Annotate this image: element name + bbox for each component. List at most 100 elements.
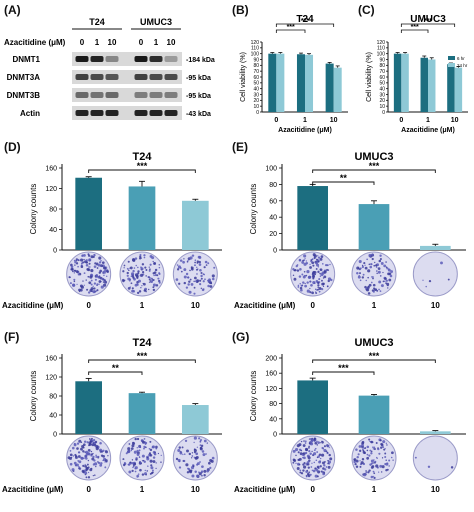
y-tick-label: 80: [269, 401, 277, 408]
colony-dot: [135, 458, 138, 461]
y-tick-label: 0: [256, 110, 259, 116]
colony-dot: [207, 262, 210, 265]
colony-dot: [305, 262, 309, 265]
colony-dot: [203, 439, 207, 443]
colony-dot: [103, 266, 107, 270]
y-tick-label: 20: [269, 231, 277, 238]
colony-dot: [313, 449, 316, 451]
colony-dot: [83, 284, 85, 286]
colony-dot: [130, 275, 133, 278]
colony-dot: [191, 452, 194, 454]
colony-dot: [148, 266, 150, 268]
colony-dot: [199, 446, 203, 450]
colony-dot: [292, 274, 295, 277]
colony-dot: [106, 275, 108, 278]
colony-dot: [126, 274, 129, 277]
colony-dot: [353, 459, 356, 461]
colony-dot: [93, 265, 97, 268]
y-tick-label: 40: [253, 86, 259, 92]
colony-dot: [387, 272, 390, 276]
colony-dot: [366, 445, 370, 449]
dose-label: 0: [310, 301, 315, 310]
colony-dot: [317, 288, 319, 291]
dose-label: 10: [191, 301, 200, 310]
colony-dot: [316, 444, 319, 446]
colony-dot: [362, 273, 365, 276]
colony-dot: [317, 270, 320, 273]
blot-dose-label: 1: [95, 38, 100, 47]
colony-dot: [139, 253, 142, 257]
colony-dot: [195, 280, 198, 283]
colony-dot: [374, 460, 377, 463]
colony-dot: [370, 475, 374, 479]
colony-dot: [303, 270, 306, 273]
colony-dot: [80, 265, 84, 269]
colony-dot: [366, 449, 369, 452]
colony-dot: [188, 290, 192, 294]
colony-dot: [88, 259, 91, 262]
y-tick-label: 30: [253, 92, 259, 98]
colony-dot: [144, 469, 146, 472]
colony-dot: [149, 459, 153, 463]
colony-dot: [181, 446, 184, 449]
colony-dot: [149, 268, 151, 271]
colony-dot: [312, 469, 316, 473]
colony-dot: [298, 443, 302, 447]
colony-dot: [359, 465, 362, 468]
colony-dot: [131, 289, 134, 293]
colony-dot: [356, 455, 359, 459]
y-tick-label: 110: [377, 46, 385, 52]
y-tick-label: 50: [253, 81, 259, 87]
colony-dot: [82, 261, 85, 264]
colony-dot: [376, 289, 379, 292]
colony-dot: [382, 446, 385, 449]
colony-dot: [138, 449, 141, 452]
colony-dot: [384, 448, 386, 450]
colony-dot: [299, 267, 302, 271]
blot-protein-label: Actin: [20, 109, 40, 118]
colony-dot: [104, 461, 106, 463]
colony-dot: [140, 439, 144, 442]
blot-dose-label: 0: [80, 38, 85, 47]
y-tick-label: 160: [265, 371, 277, 378]
colony-dot: [107, 455, 109, 457]
colony-dot: [88, 438, 91, 440]
colony-dot: [77, 259, 80, 262]
colony-dot: [193, 436, 197, 440]
colony-dot: [380, 446, 383, 449]
colony-dot: [300, 449, 303, 452]
colony-dot: [363, 473, 367, 477]
significance-label: ***: [411, 24, 419, 31]
colony-dot: [92, 455, 95, 458]
colony-dot: [175, 278, 179, 281]
colony-dot: [322, 277, 325, 279]
dose-label: 10: [431, 485, 440, 494]
colony-dot: [372, 277, 374, 280]
colony-dot: [390, 456, 393, 459]
colony-dot: [383, 448, 386, 451]
colony-dot: [85, 457, 88, 460]
colony-dot: [296, 264, 299, 266]
colony-dot: [313, 461, 316, 464]
colony-dot: [79, 288, 83, 292]
colony-dot: [198, 437, 201, 440]
panel-label-b: (B): [232, 3, 249, 17]
colony-dot: [361, 265, 365, 269]
colony-dot: [178, 446, 182, 449]
bar: [358, 395, 390, 434]
colony-dot: [136, 447, 138, 449]
colony-dot: [182, 453, 184, 456]
colony-dot: [153, 271, 157, 274]
colony-dot: [136, 291, 140, 295]
colony-dot: [300, 288, 303, 292]
colony-dot: [313, 452, 317, 456]
colony-dot: [359, 460, 361, 462]
colony-dot: [317, 441, 320, 445]
colony-dot: [370, 450, 373, 453]
colony-dot: [327, 269, 330, 271]
colony-dot: [309, 442, 314, 446]
colony-dot: [84, 471, 88, 475]
colony-dot: [305, 260, 308, 262]
colony-dot: [137, 279, 141, 283]
colony-dot: [134, 466, 138, 470]
